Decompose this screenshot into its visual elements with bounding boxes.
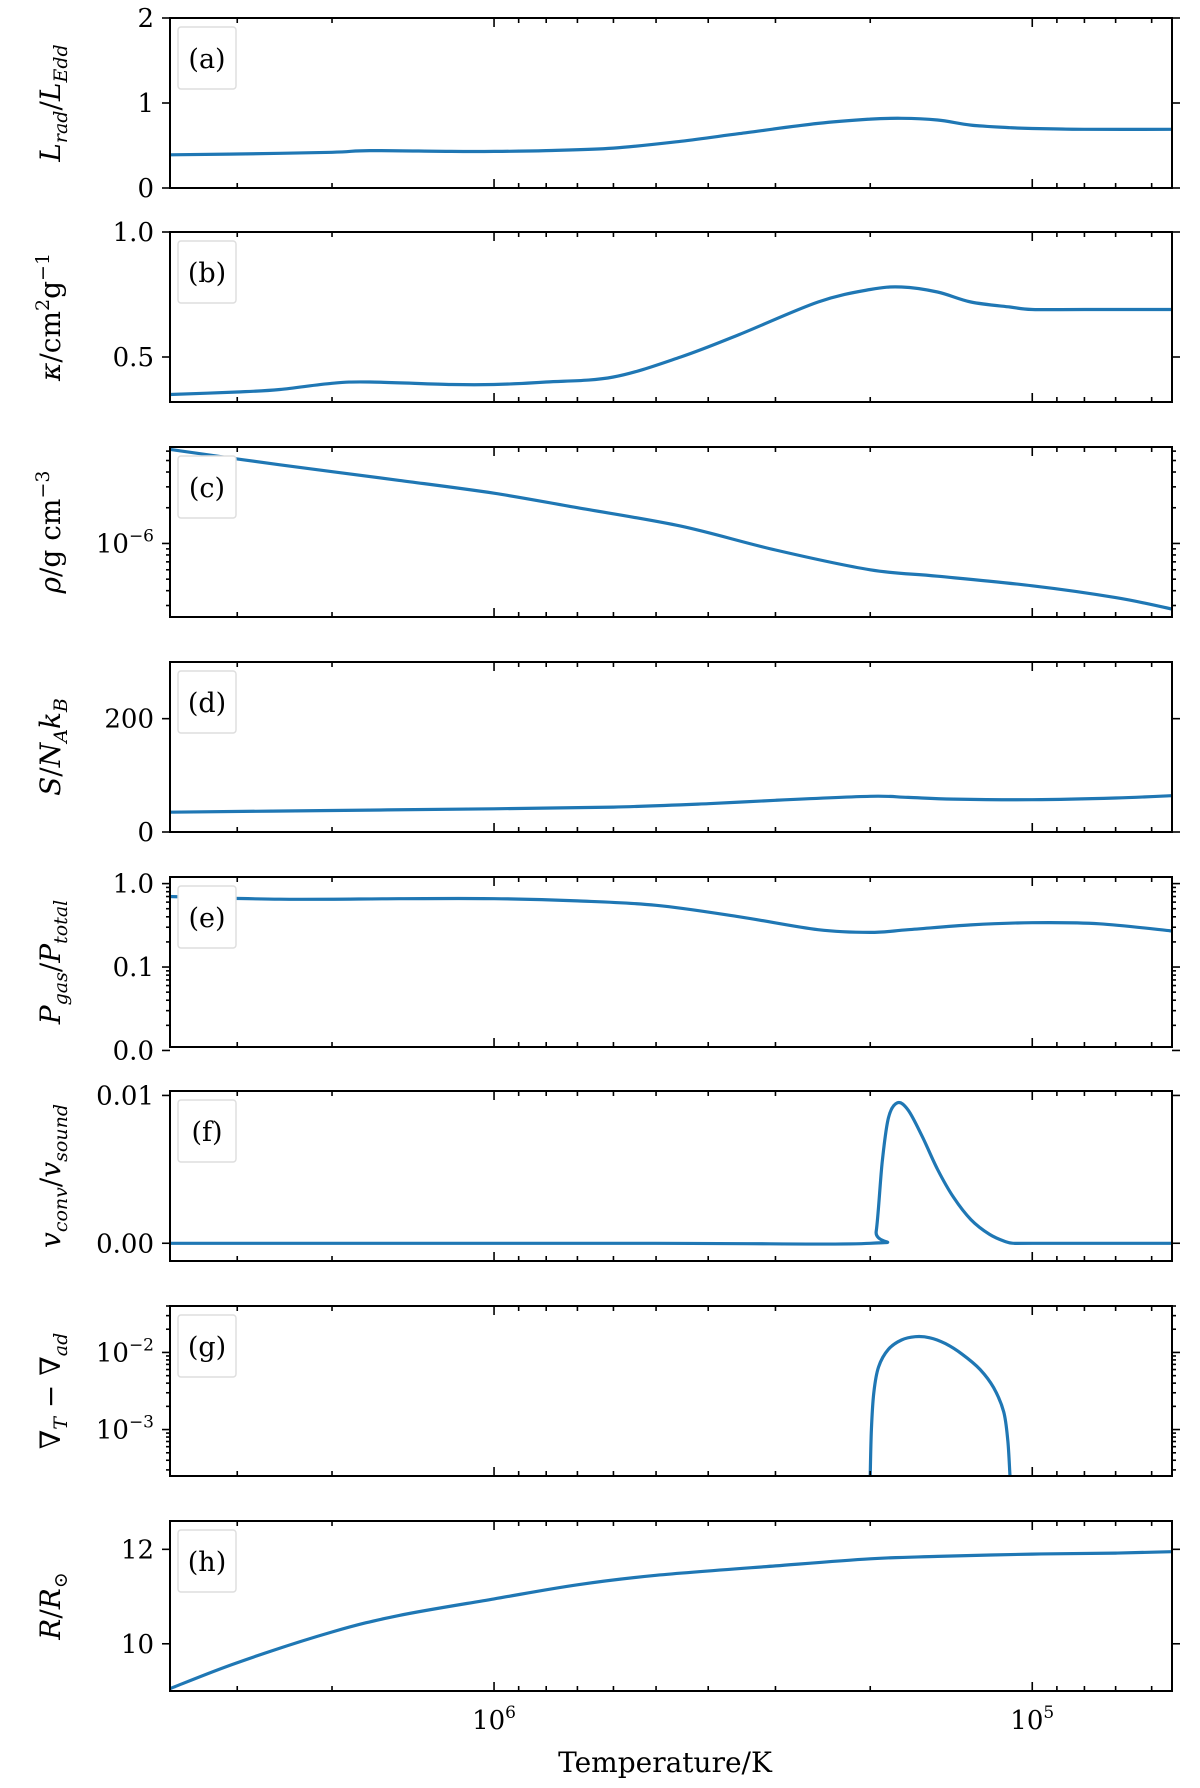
panel-c: 10−6 (c) ρ/g cm−3 [32,446,1180,618]
y-axis-label-d: S/NAkB [34,698,72,796]
panel-label: (b) [188,258,226,289]
panel-a: 0 1 2 (a) Lrad/LEdd [34,4,1180,204]
axes-frame-e [169,876,1173,1048]
y-tick-label: 12 [121,1535,154,1565]
y-tick-label: 0.5 [113,343,154,373]
panel-label: (c) [189,473,225,504]
axes-frame-f [169,1090,1173,1262]
panel-label: (e) [188,903,225,934]
y-axis-label-b: κ/cm2g−1 [32,253,67,382]
y-tick-label: 2 [137,4,154,34]
series-line-c [170,447,1172,611]
y-tick-label: 1 [137,89,154,119]
y-tick-label: 10−2 [96,1335,154,1368]
panel-label: (g) [188,1332,226,1363]
panel-d: 0 200 (d) S/NAkB [34,661,1180,848]
panel-b: 0.5 1.0 (b) κ/cm2g−1 [32,218,1180,403]
y-tick-label: 10 [121,1630,154,1660]
panel-label: (h) [188,1547,226,1578]
panel-label-box [177,240,237,304]
axes-frame-g [169,1305,1173,1477]
series-line-b [170,285,1172,397]
y-tick-label: 0.00 [96,1229,154,1259]
y-tick-label: 1.0 [113,218,154,248]
y-axis-label-e: Pgas/Ptotal [34,900,72,1026]
panel-label-box [177,1314,237,1378]
y-tick-label: 0.0 [113,1036,154,1066]
panel-label-box [177,26,237,90]
axes-frame-b [169,231,1173,403]
y-tick-label: 0 [137,174,154,204]
panels: 012(a)Lrad/LEdd0.51.0(b)κ/cm2g−110−6(c)ρ… [32,4,1180,1736]
y-tick-label: 10−6 [96,526,154,559]
y-axis-label-c: ρ/g cm−3 [32,471,67,595]
panel-label-box [177,885,237,949]
axes-frame-a [169,17,1173,189]
series-line-g [868,1334,1012,1476]
panel-label-box [177,1529,237,1593]
y-tick-label: 1.0 [113,870,154,900]
y-axis-label-f: vconv/vsound [34,1104,72,1248]
y-axis-label-g: ∇T − ∇ad [34,1333,72,1450]
y-tick-label: 200 [104,705,154,735]
x-tick-label: 106 [472,1703,516,1736]
y-axis-label-a: Lrad/LEdd [34,44,72,162]
axes-frame-c [169,446,1173,618]
series-line-f [170,1100,1172,1246]
panel-h: 10 12 (h) R/R⊙ 106 105 [34,1520,1180,1736]
panel-label-box [177,1099,237,1163]
panel-label: (d) [188,688,226,719]
axes-frame-h [169,1520,1173,1692]
panel-label-box [177,670,237,734]
axes-frame-d [169,661,1173,833]
x-axis-label: Temperature/K [558,1746,773,1779]
panel-label-box [177,455,237,519]
series-line-e [170,894,1172,934]
panel-label: (f) [191,1117,222,1148]
panel-e: 0.0 0.1 1.0 (e) Pgas/Ptotal [34,870,1180,1066]
y-tick-label: 0 [137,818,154,848]
y-tick-label: 0.1 [113,953,154,983]
panel-label: (a) [188,44,225,75]
y-tick-label: 10−3 [96,1413,154,1446]
series-line-h [170,1550,1172,1691]
panel-g: 10−3 10−2 (g) ∇T − ∇ad [34,1305,1180,1477]
series-line-d [170,794,1172,814]
panel-f: 0.00 0.01 (f) vconv/vsound [34,1081,1180,1262]
x-tick-label: 105 [1010,1703,1054,1736]
series-line-a [170,116,1172,157]
y-tick-label: 0.01 [96,1081,154,1111]
y-axis-label-h: R/R⊙ [34,1572,72,1641]
